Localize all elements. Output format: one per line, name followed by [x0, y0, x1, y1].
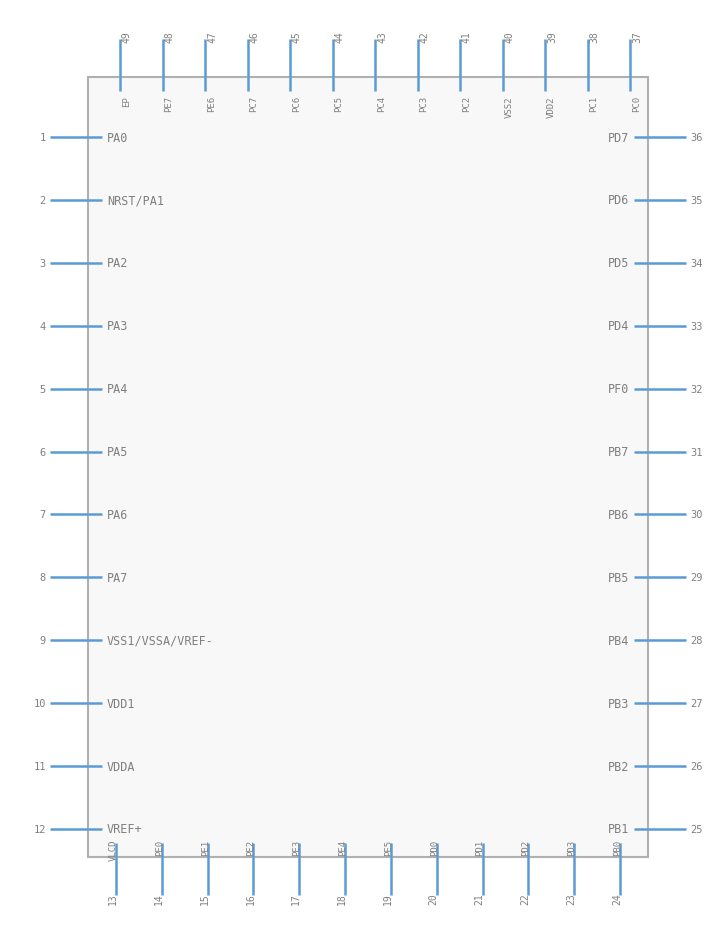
Text: PC6: PC6: [292, 95, 301, 112]
Text: PD0: PD0: [430, 839, 439, 856]
Text: PA5: PA5: [107, 446, 128, 459]
Text: 20: 20: [429, 892, 439, 904]
Text: 39: 39: [547, 32, 557, 43]
Text: 34: 34: [690, 259, 703, 269]
Text: 15: 15: [199, 892, 210, 904]
Text: PD6: PD6: [608, 194, 629, 208]
Text: 7: 7: [40, 510, 46, 520]
Text: 14: 14: [154, 892, 164, 904]
Text: PC7: PC7: [250, 95, 258, 112]
Text: NRST/PA1: NRST/PA1: [107, 194, 164, 208]
Text: VSS2: VSS2: [505, 95, 513, 118]
Text: 49: 49: [122, 32, 132, 43]
Text: 21: 21: [475, 892, 485, 904]
Text: 47: 47: [207, 32, 217, 43]
Text: PB3: PB3: [608, 697, 629, 710]
Text: PB7: PB7: [608, 446, 629, 459]
Text: 42: 42: [419, 32, 430, 43]
Text: PD3: PD3: [567, 839, 576, 856]
Text: 36: 36: [690, 133, 703, 143]
Text: 40: 40: [505, 32, 515, 43]
Bar: [88, 78, 648, 857]
Text: PA6: PA6: [107, 508, 128, 521]
Text: VSS1/VSSA/VREF-: VSS1/VSSA/VREF-: [107, 634, 214, 647]
Text: 38: 38: [590, 32, 599, 43]
Text: PB6: PB6: [608, 508, 629, 521]
Text: PE1: PE1: [201, 839, 210, 856]
Text: PE5: PE5: [384, 839, 393, 856]
Text: PB4: PB4: [608, 634, 629, 647]
Text: 1: 1: [40, 133, 46, 143]
Text: PA2: PA2: [107, 257, 128, 270]
Text: VDD2: VDD2: [547, 95, 556, 118]
Text: 5: 5: [40, 384, 46, 394]
Text: 26: 26: [690, 761, 703, 771]
Text: PD2: PD2: [521, 839, 531, 856]
Text: 18: 18: [337, 892, 347, 904]
Text: PC4: PC4: [377, 95, 386, 112]
Text: 44: 44: [334, 32, 344, 43]
Text: PE3: PE3: [292, 839, 301, 856]
Text: 23: 23: [566, 892, 576, 904]
Text: PC0: PC0: [632, 95, 641, 112]
Text: PC3: PC3: [419, 95, 429, 112]
Text: 46: 46: [250, 32, 259, 43]
Text: PE6: PE6: [207, 95, 216, 112]
Text: PB0: PB0: [613, 839, 622, 856]
Text: 2: 2: [40, 196, 46, 206]
Text: 37: 37: [632, 32, 642, 43]
Text: 12: 12: [33, 824, 46, 834]
Text: PB1: PB1: [608, 822, 629, 835]
Text: 32: 32: [690, 384, 703, 394]
Text: PA3: PA3: [107, 320, 128, 333]
Text: 3: 3: [40, 259, 46, 269]
Text: PD4: PD4: [608, 320, 629, 333]
Text: PC1: PC1: [590, 95, 598, 112]
Text: PB2: PB2: [608, 760, 629, 773]
Text: 31: 31: [690, 447, 703, 457]
Text: VLCD: VLCD: [109, 839, 118, 860]
Text: PD7: PD7: [608, 132, 629, 145]
Text: VDD1: VDD1: [107, 697, 135, 710]
Text: 24: 24: [612, 892, 622, 904]
Text: 28: 28: [690, 636, 703, 645]
Text: PA4: PA4: [107, 383, 128, 396]
Text: PB5: PB5: [608, 571, 629, 584]
Text: 11: 11: [33, 761, 46, 771]
Text: 8: 8: [40, 573, 46, 583]
Text: PE4: PE4: [338, 839, 347, 856]
Text: 41: 41: [462, 32, 472, 43]
Text: 4: 4: [40, 322, 46, 331]
Text: 43: 43: [377, 32, 387, 43]
Text: PA0: PA0: [107, 132, 128, 145]
Text: EP: EP: [122, 95, 131, 107]
Text: PE7: PE7: [165, 95, 173, 112]
Text: PA7: PA7: [107, 571, 128, 584]
Text: PD5: PD5: [608, 257, 629, 270]
Text: 10: 10: [33, 698, 46, 708]
Text: 48: 48: [165, 32, 175, 43]
Text: 27: 27: [690, 698, 703, 708]
Text: 30: 30: [690, 510, 703, 520]
Text: 22: 22: [521, 892, 531, 904]
Text: PD1: PD1: [475, 839, 485, 856]
Text: 33: 33: [690, 322, 703, 331]
Text: 19: 19: [383, 892, 393, 904]
Text: PC2: PC2: [462, 95, 471, 112]
Text: PE2: PE2: [247, 839, 256, 856]
Text: 45: 45: [292, 32, 302, 43]
Text: 25: 25: [690, 824, 703, 834]
Text: 16: 16: [245, 892, 256, 904]
Text: PF0: PF0: [608, 383, 629, 396]
Text: 9: 9: [40, 636, 46, 645]
Text: 13: 13: [108, 892, 118, 904]
Text: 29: 29: [690, 573, 703, 583]
Text: VDDA: VDDA: [107, 760, 135, 773]
Text: 17: 17: [291, 892, 301, 904]
Text: 6: 6: [40, 447, 46, 457]
Text: PE0: PE0: [155, 839, 164, 856]
Text: PC5: PC5: [334, 95, 344, 112]
Text: 35: 35: [690, 196, 703, 206]
Text: VREF+: VREF+: [107, 822, 143, 835]
